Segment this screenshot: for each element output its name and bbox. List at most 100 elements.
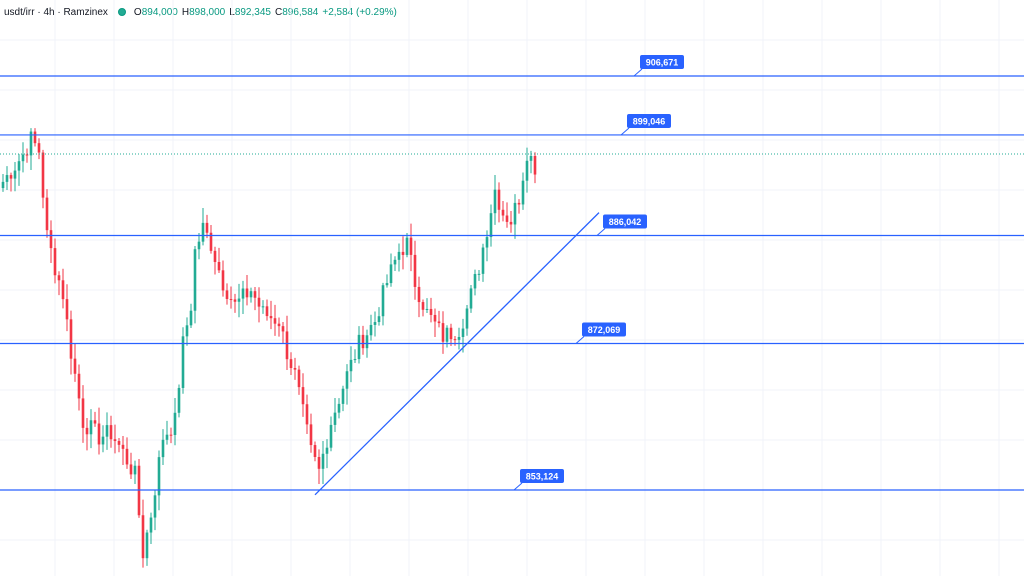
candle-body — [113, 439, 117, 442]
candle-body — [477, 273, 481, 275]
candle-body — [121, 444, 125, 449]
candle — [393, 256, 397, 271]
candle-body — [277, 323, 281, 327]
candle-body — [29, 131, 33, 156]
candle — [261, 300, 265, 314]
level-label-box — [627, 113, 671, 128]
candle — [381, 282, 385, 326]
candle-body — [185, 325, 189, 337]
level-label-text: 899,046 — [633, 116, 666, 126]
candle — [349, 346, 353, 383]
candle-body — [261, 306, 265, 308]
candle — [205, 214, 209, 239]
candle — [341, 385, 345, 412]
candle-body — [489, 213, 493, 238]
candle — [389, 253, 393, 287]
candle-body — [101, 436, 105, 445]
candle-body — [69, 319, 73, 359]
candle-body — [513, 202, 517, 225]
candle-body — [97, 423, 101, 445]
candle — [101, 425, 105, 453]
candle-body — [57, 275, 61, 281]
candle-body — [53, 248, 57, 276]
candle — [69, 310, 73, 375]
candle-body — [305, 404, 309, 425]
candle — [533, 152, 537, 184]
candle-body — [353, 359, 357, 361]
candle — [361, 325, 365, 355]
candle — [333, 397, 337, 433]
candle-body — [433, 314, 437, 322]
candle-body — [413, 254, 417, 287]
candle — [445, 325, 449, 348]
candle-body — [461, 328, 465, 337]
candle — [477, 269, 481, 281]
candle — [357, 326, 361, 364]
candle-body — [169, 434, 173, 436]
candle-body — [245, 288, 249, 298]
candle-body — [25, 154, 29, 156]
close-value: 896,584 — [282, 6, 319, 18]
candle-body — [233, 299, 237, 302]
candle-body — [521, 180, 525, 205]
candle — [405, 233, 409, 258]
candle — [189, 303, 193, 329]
candle-body — [325, 447, 329, 454]
candle-body — [385, 283, 389, 286]
candle-body — [173, 412, 177, 435]
candle-body — [293, 367, 297, 370]
candle — [337, 398, 341, 419]
candle-body — [357, 334, 361, 360]
candle-body — [181, 336, 185, 388]
candle-body — [133, 465, 137, 475]
candle-body — [249, 291, 253, 298]
symbol-title[interactable]: usdt/irr · 4h · Ramzinex — [4, 6, 108, 18]
candle — [21, 142, 25, 173]
candle — [437, 310, 441, 328]
candle — [125, 437, 129, 469]
candle — [89, 409, 93, 449]
candle-body — [309, 424, 313, 446]
candle — [489, 204, 493, 247]
candle — [409, 223, 413, 272]
candle-body — [257, 297, 261, 307]
candle — [401, 236, 405, 270]
candle-body — [49, 230, 53, 249]
candle — [5, 166, 9, 190]
candle-body — [381, 285, 385, 317]
candle-body — [393, 259, 397, 265]
candle — [297, 365, 301, 395]
candle — [121, 436, 125, 465]
candle — [433, 308, 437, 338]
candle — [457, 327, 461, 350]
candle — [301, 373, 305, 417]
candle-body — [421, 302, 425, 310]
candle — [201, 208, 205, 246]
candle-body — [37, 143, 41, 153]
market-status-icon — [117, 8, 126, 16]
candle — [257, 287, 261, 323]
candle — [181, 327, 185, 394]
candle-body — [65, 299, 69, 320]
candle — [177, 384, 181, 418]
candle-body — [5, 175, 9, 182]
candle — [493, 174, 497, 225]
candle-body — [153, 495, 157, 518]
candle-body — [533, 156, 537, 175]
candle-body — [33, 131, 37, 144]
candle — [45, 189, 49, 238]
horizontal-levels: 906,671 899,046 886,042 872,069 853,124 — [0, 54, 1024, 491]
candle-body — [225, 290, 229, 300]
candle-body — [85, 427, 89, 435]
candle-body — [493, 189, 497, 214]
candle-body — [301, 387, 305, 405]
candle-body — [221, 270, 225, 291]
candle-body — [457, 336, 461, 340]
candle — [265, 299, 269, 321]
candle-body — [209, 232, 213, 251]
candle — [321, 440, 325, 484]
candle-body — [45, 197, 49, 231]
candle — [353, 349, 357, 363]
candle — [49, 220, 53, 264]
